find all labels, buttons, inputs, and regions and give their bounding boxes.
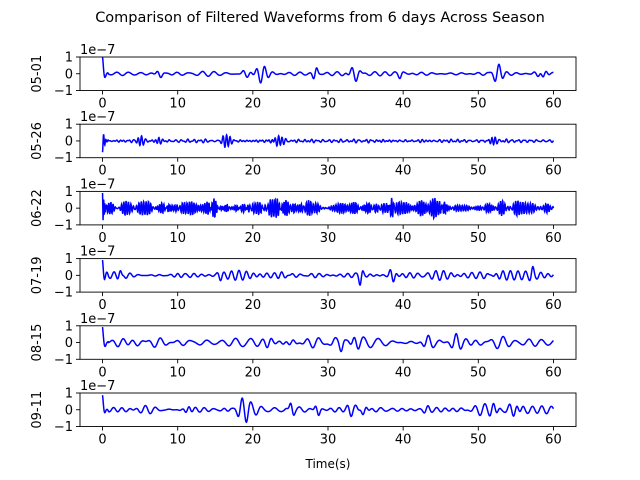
- x-tick-label: 10: [169, 433, 186, 448]
- x-tick-label: 40: [395, 365, 412, 380]
- y-tick-label: 0: [65, 202, 73, 217]
- y-offset-label: 1e−7: [80, 312, 115, 327]
- y-tick-label: 1: [65, 252, 73, 267]
- x-tick-label: 20: [245, 97, 262, 112]
- x-tick-label: 30: [320, 164, 337, 179]
- x-tick-label: 50: [470, 231, 487, 246]
- y-tick-label: 0: [65, 336, 73, 351]
- waveform-series-line: [101, 56, 554, 84]
- x-tick-label: 0: [98, 433, 106, 448]
- x-tick-label: 50: [470, 97, 487, 112]
- panel-ylabel: 08-15: [30, 324, 45, 362]
- x-tick-label: 10: [169, 164, 186, 179]
- panel-ylabel: 09-11: [30, 391, 45, 429]
- x-tick-label: 20: [245, 298, 262, 313]
- x-tick-label: 0: [98, 97, 106, 112]
- x-tick-label: 50: [470, 365, 487, 380]
- x-tick-label: 10: [169, 231, 186, 246]
- panel-ylabel: 05-01: [30, 55, 45, 93]
- x-tick-label: 60: [545, 164, 562, 179]
- y-tick-label: 1: [65, 185, 73, 200]
- waveform-series-line: [101, 395, 555, 424]
- x-tick-label: 60: [545, 231, 562, 246]
- panel-ylabel: 06-22: [30, 189, 45, 227]
- y-offset-label: 1e−7: [80, 379, 115, 394]
- y-tick-label: 1: [65, 387, 73, 402]
- x-tick-label: 50: [470, 164, 487, 179]
- x-tick-label: 40: [395, 298, 412, 313]
- y-tick-label: 0: [65, 67, 73, 82]
- chart-title: Comparison of Filtered Waveforms from 6 …: [95, 10, 545, 26]
- y-tick-label: 1: [65, 118, 73, 133]
- panel-axes-frame: [79, 325, 577, 360]
- y-tick-label: −1: [54, 151, 73, 166]
- waveform-series-line: [101, 326, 554, 353]
- y-offset-label: 1e−7: [80, 110, 115, 125]
- x-axis-label: Time(s): [305, 457, 351, 471]
- x-tick-label: 10: [169, 365, 186, 380]
- x-tick-label: 30: [320, 97, 337, 112]
- x-tick-label: 20: [245, 365, 262, 380]
- x-tick-label: 0: [98, 231, 106, 246]
- x-tick-label: 20: [245, 433, 262, 448]
- x-tick-label: 60: [545, 433, 562, 448]
- x-tick-label: 40: [395, 97, 412, 112]
- y-offset-label: 1e−7: [80, 43, 115, 58]
- waveform-series-line: [101, 133, 555, 153]
- x-tick-label: 50: [470, 298, 487, 313]
- x-tick-label: 10: [169, 298, 186, 313]
- y-offset-label: 1e−7: [80, 177, 115, 192]
- x-tick-label: 20: [245, 164, 262, 179]
- y-tick-label: 1: [65, 51, 73, 66]
- x-tick-label: 20: [245, 231, 262, 246]
- x-tick-label: 40: [395, 164, 412, 179]
- x-tick-label: 0: [98, 365, 106, 380]
- waveform-series-line: [101, 259, 555, 287]
- y-tick-label: −1: [54, 286, 73, 301]
- x-tick-label: 40: [395, 433, 412, 448]
- panel-ylabel: 05-26: [30, 122, 45, 160]
- y-tick-label: −1: [54, 353, 73, 368]
- y-tick-label: 0: [65, 403, 73, 418]
- y-tick-label: 1: [65, 319, 73, 334]
- y-tick-label: −1: [54, 84, 73, 99]
- x-tick-label: 30: [320, 365, 337, 380]
- y-tick-label: 0: [65, 269, 73, 284]
- x-tick-label: 60: [545, 365, 562, 380]
- y-offset-label: 1e−7: [80, 245, 115, 260]
- y-tick-label: 0: [65, 134, 73, 149]
- x-tick-label: 30: [320, 231, 337, 246]
- x-tick-label: 50: [470, 433, 487, 448]
- panel-ylabel: 07-19: [30, 256, 45, 294]
- x-tick-label: 40: [395, 231, 412, 246]
- x-tick-label: 0: [98, 164, 106, 179]
- y-tick-label: −1: [54, 420, 73, 435]
- x-tick-label: 30: [320, 433, 337, 448]
- x-tick-label: 10: [169, 97, 186, 112]
- x-tick-label: 30: [320, 298, 337, 313]
- x-tick-label: 60: [545, 298, 562, 313]
- y-tick-label: −1: [54, 218, 73, 233]
- x-tick-label: 0: [98, 298, 106, 313]
- x-tick-label: 60: [545, 97, 562, 112]
- waveform-series-line: [101, 192, 555, 221]
